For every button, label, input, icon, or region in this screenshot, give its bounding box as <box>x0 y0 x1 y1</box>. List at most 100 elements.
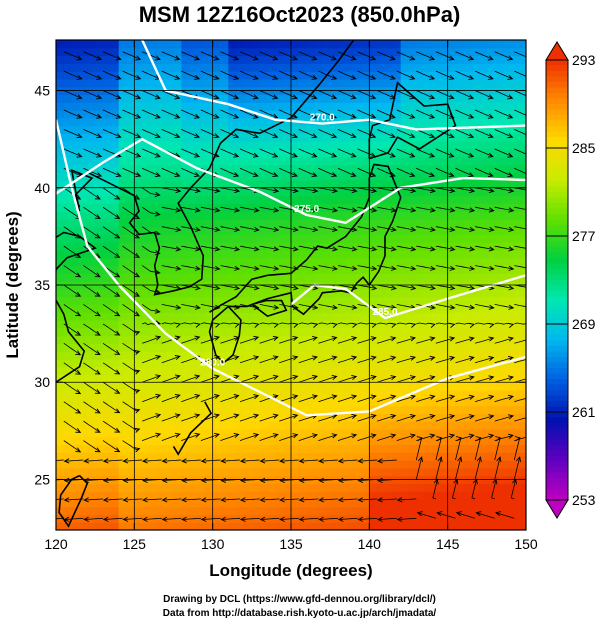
streamline-arrowhead <box>351 394 358 400</box>
streamline-arrowhead <box>94 427 101 433</box>
field-cell <box>150 335 159 344</box>
field-cell <box>463 390 472 399</box>
field-cell <box>142 125 151 134</box>
field-cell <box>385 436 394 446</box>
streamline <box>416 206 435 212</box>
field-cell <box>79 421 88 430</box>
field-cell <box>220 452 229 461</box>
field-cell <box>439 327 449 337</box>
field-cell <box>134 421 143 430</box>
streamline-arrowhead <box>528 266 533 270</box>
field-cell <box>408 421 417 430</box>
field-cell <box>204 374 214 383</box>
field-cell <box>212 390 222 399</box>
field-cell <box>103 94 112 103</box>
field-cell <box>353 498 363 508</box>
field-cell <box>275 491 284 500</box>
streamline-arrowhead <box>507 375 514 381</box>
field-cell <box>424 358 433 368</box>
streamline-arrowhead <box>272 152 279 158</box>
field-cell <box>165 172 175 181</box>
field-cell <box>87 413 96 422</box>
field-cell <box>447 522 457 530</box>
field-cell <box>142 288 151 298</box>
streamline <box>142 51 161 60</box>
field-cell <box>447 288 457 298</box>
field-cell <box>518 71 526 80</box>
field-cell <box>416 133 425 142</box>
streamline-arrowhead <box>272 433 279 439</box>
field-cell <box>400 452 410 461</box>
streamline-arrowhead <box>527 95 532 99</box>
streamline-arrowhead <box>174 133 181 139</box>
streamline-arrowhead <box>292 413 299 419</box>
field-cell <box>181 498 190 508</box>
field-cell <box>244 491 253 500</box>
streamline <box>239 148 258 157</box>
field-cell <box>228 94 237 103</box>
field-cell <box>118 71 128 80</box>
field-cell <box>494 452 504 461</box>
coastline <box>86 142 222 296</box>
field-cell <box>204 413 214 422</box>
field-cell <box>244 117 253 127</box>
field-cell <box>439 211 449 220</box>
field-cell <box>416 40 425 49</box>
field-cell <box>228 327 237 337</box>
field-cell <box>291 390 300 399</box>
field-cell <box>126 55 135 64</box>
streamline-arrowhead <box>174 55 181 61</box>
field-cell <box>165 351 175 360</box>
field-cell <box>377 460 386 469</box>
field-cell <box>361 180 370 189</box>
streamline-arrowhead <box>75 428 82 433</box>
streamline <box>474 129 493 138</box>
field-cell <box>134 498 143 508</box>
field-cell <box>377 452 386 461</box>
field-cell <box>400 110 410 119</box>
field-cell <box>424 218 433 228</box>
field-cell <box>197 390 206 399</box>
field-cell <box>275 234 284 243</box>
field-cell <box>369 483 378 492</box>
field-cell <box>157 110 167 119</box>
field-cell <box>150 218 159 228</box>
field-cell <box>173 156 182 166</box>
streamline-arrowhead <box>468 433 475 439</box>
streamline <box>415 457 423 480</box>
field-cell <box>150 40 159 49</box>
streamline <box>514 245 526 249</box>
streamline <box>162 459 182 462</box>
field-cell <box>157 296 167 306</box>
streamline-arrowhead <box>233 322 240 328</box>
field-cell <box>228 382 237 391</box>
field-cell <box>110 483 120 492</box>
field-cell <box>439 498 449 508</box>
field-cell <box>432 234 441 243</box>
field-cell <box>518 304 526 313</box>
field-cell <box>330 296 339 306</box>
streamline <box>377 498 397 501</box>
streamline <box>455 284 475 289</box>
field-cell <box>322 102 331 111</box>
field-cell <box>259 335 269 344</box>
field-cell <box>110 226 120 236</box>
field-cell <box>228 397 237 407</box>
streamline <box>437 512 456 519</box>
field-cell <box>494 390 504 399</box>
field-cell <box>494 327 504 337</box>
field-cell <box>486 78 496 88</box>
field-cell <box>314 522 323 530</box>
streamline <box>181 51 200 60</box>
streamline-arrowhead <box>291 55 298 61</box>
streamline <box>142 355 161 364</box>
field-cell <box>228 343 237 352</box>
field-cell <box>63 117 73 127</box>
streamline <box>337 51 356 60</box>
field-cell <box>439 483 449 492</box>
streamline-arrowhead <box>292 374 299 380</box>
streamline <box>455 187 475 192</box>
streamline-arrowhead <box>350 172 357 178</box>
streamline-arrowhead <box>469 304 476 310</box>
field-cell <box>134 265 143 274</box>
